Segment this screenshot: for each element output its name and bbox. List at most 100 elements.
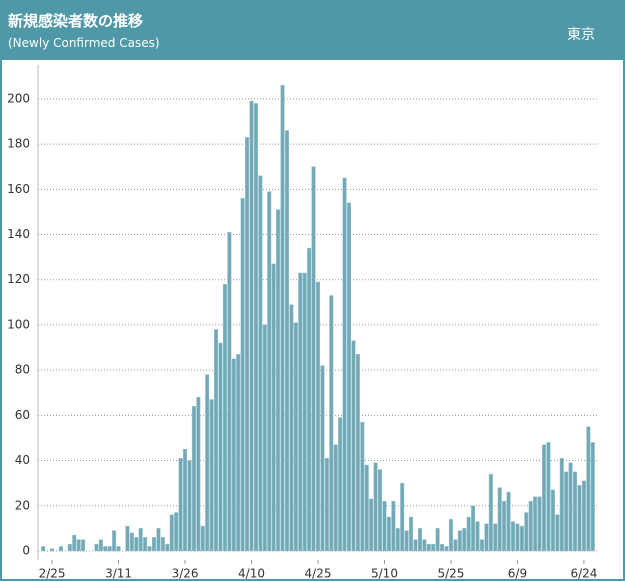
x-tick-label: 6/24 — [570, 567, 597, 580]
bar — [183, 448, 188, 552]
bar — [72, 534, 77, 552]
bar — [422, 539, 427, 552]
bar — [271, 263, 276, 552]
bar — [222, 283, 227, 552]
y-tick-label: 40 — [15, 453, 30, 467]
bar — [311, 166, 316, 552]
bar — [564, 471, 569, 552]
bar — [546, 442, 551, 552]
bar — [298, 272, 303, 552]
bar — [497, 487, 502, 552]
bar — [475, 521, 480, 552]
bar — [289, 304, 294, 552]
region-label: 東京 — [567, 27, 595, 43]
bar — [347, 202, 352, 552]
bar — [568, 462, 573, 552]
x-tick-label: 5/25 — [437, 567, 464, 580]
bar — [493, 523, 498, 552]
bar — [515, 523, 520, 552]
bar — [107, 546, 112, 552]
bar — [191, 406, 196, 552]
bar — [41, 546, 46, 552]
bar — [488, 473, 493, 552]
bar — [320, 365, 325, 552]
bar — [169, 514, 174, 552]
bar — [231, 358, 236, 552]
bar — [134, 537, 139, 552]
x-tick-label: 3/11 — [105, 567, 132, 580]
y-tick-label: 180 — [7, 137, 30, 151]
bar — [160, 537, 165, 552]
bar — [129, 532, 134, 552]
bar — [284, 130, 289, 552]
bar — [409, 516, 414, 552]
bar — [293, 322, 298, 552]
bar — [573, 471, 578, 552]
bar — [342, 177, 347, 552]
bar — [351, 340, 356, 552]
bar — [143, 537, 148, 552]
bar — [187, 460, 192, 552]
bar — [253, 103, 258, 552]
bar — [355, 354, 360, 552]
bar — [333, 444, 338, 552]
y-tick-label: 0 — [22, 543, 30, 557]
bar — [81, 539, 86, 552]
bar — [510, 521, 516, 552]
bar — [262, 324, 267, 552]
bar — [395, 528, 400, 552]
x-tick-label: 5/10 — [371, 567, 398, 580]
bar — [533, 496, 538, 552]
bar — [502, 500, 507, 552]
bar — [559, 458, 564, 552]
bar — [98, 539, 103, 552]
bar — [200, 525, 205, 552]
bar — [94, 543, 99, 552]
bar — [151, 537, 157, 552]
bar — [462, 528, 467, 552]
bar — [479, 539, 485, 552]
bar — [590, 442, 595, 552]
bar — [369, 498, 374, 552]
bar — [524, 512, 529, 552]
bar — [431, 543, 436, 552]
bar — [50, 548, 55, 552]
bar — [555, 514, 560, 552]
bar — [404, 530, 409, 552]
bar — [156, 528, 161, 552]
bar — [324, 458, 329, 552]
bar — [466, 516, 471, 552]
bar — [542, 444, 547, 552]
bar — [586, 426, 591, 552]
bar — [391, 500, 396, 552]
bar — [448, 519, 453, 552]
bar — [58, 546, 63, 552]
bar — [506, 491, 511, 552]
bar — [116, 546, 121, 552]
bar — [315, 281, 321, 552]
x-tick-label: 6/9 — [508, 567, 527, 580]
y-tick-label: 60 — [15, 408, 30, 422]
bar — [249, 100, 254, 552]
x-tick-label: 4/25 — [305, 567, 332, 580]
bar — [218, 342, 223, 552]
bar — [581, 480, 586, 552]
bar — [577, 485, 582, 552]
bar — [360, 421, 365, 552]
x-tick-label: 4/10 — [238, 567, 265, 580]
bar — [280, 85, 285, 552]
bar — [364, 464, 369, 552]
bar — [519, 525, 524, 552]
bar — [276, 209, 281, 552]
bar — [382, 500, 387, 552]
bar — [209, 399, 214, 552]
chart-title: 新規感染者数の推移 — [8, 12, 144, 30]
bar — [484, 523, 489, 552]
bar — [329, 295, 334, 552]
bar — [205, 374, 210, 552]
bar — [245, 137, 250, 552]
bar — [550, 489, 555, 552]
bar — [373, 462, 378, 552]
bar — [76, 539, 81, 552]
